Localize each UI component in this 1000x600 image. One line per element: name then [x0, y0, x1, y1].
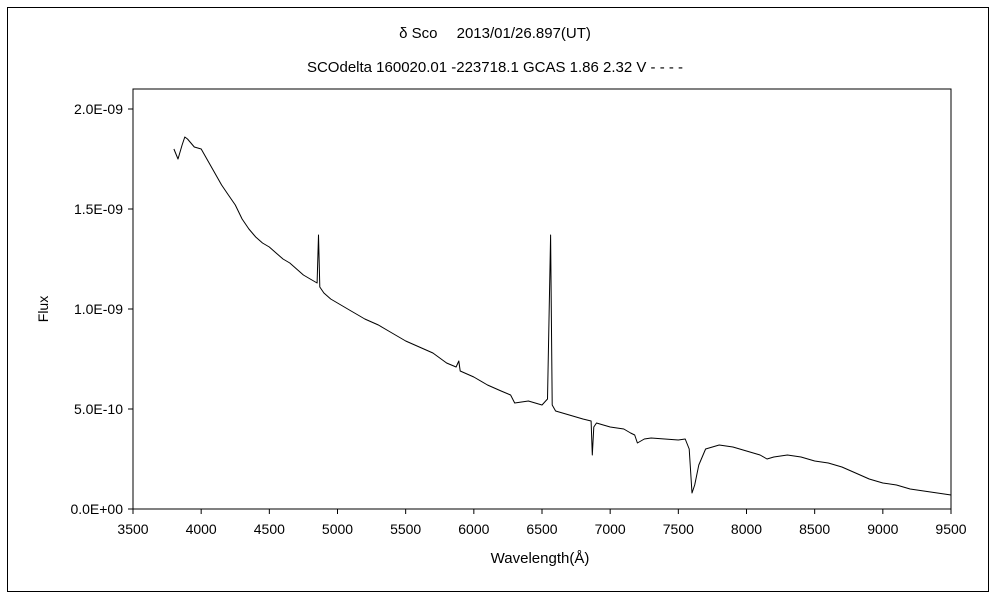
y-axis: 0.0E+00 5.0E-10 1.0E-09 1.5E-09 2.0E-09 [70, 101, 133, 517]
x-tick-label: 6000 [458, 521, 489, 537]
x-tick-label: 6500 [526, 521, 557, 537]
y-tick-label: 5.0E-10 [74, 401, 123, 417]
series-layer [173, 136, 952, 496]
x-tick-label: 9500 [935, 521, 966, 537]
x-tick-label: 9000 [867, 521, 898, 537]
spectrum-series-line [173, 136, 952, 496]
y-tick-label: 1.0E-09 [74, 301, 123, 317]
y-axis-label: Flux [35, 296, 51, 322]
x-axis: 3500 4000 4500 5000 5500 6000 6500 7000 7500 8000… [117, 509, 967, 537]
y-tick-label: 0.0E+00 [70, 501, 123, 517]
x-tick-label: 5500 [390, 521, 421, 537]
chart-title: δ Sco 2013/01/26.897(UT) [399, 25, 591, 42]
x-tick-label: 5000 [322, 521, 353, 537]
y-tick-label: 2.0E-09 [74, 101, 123, 117]
x-axis-label: Wavelength(Å) [491, 550, 590, 567]
x-tick-label: 8500 [799, 521, 830, 537]
x-tick-label: 3500 [117, 521, 148, 537]
x-tick-label: 4000 [186, 521, 217, 537]
y-tick-label: 1.5E-09 [74, 201, 123, 217]
chart-subtitle: SCOdelta 160020.01 -223718.1 GCAS 1.86 2… [307, 59, 683, 76]
plot-area [132, 88, 952, 510]
x-tick-label: 4500 [254, 521, 285, 537]
chart-frame [7, 7, 989, 592]
x-tick-label: 7000 [595, 521, 626, 537]
x-tick-label: 8000 [731, 521, 762, 537]
x-tick-label: 7500 [663, 521, 694, 537]
